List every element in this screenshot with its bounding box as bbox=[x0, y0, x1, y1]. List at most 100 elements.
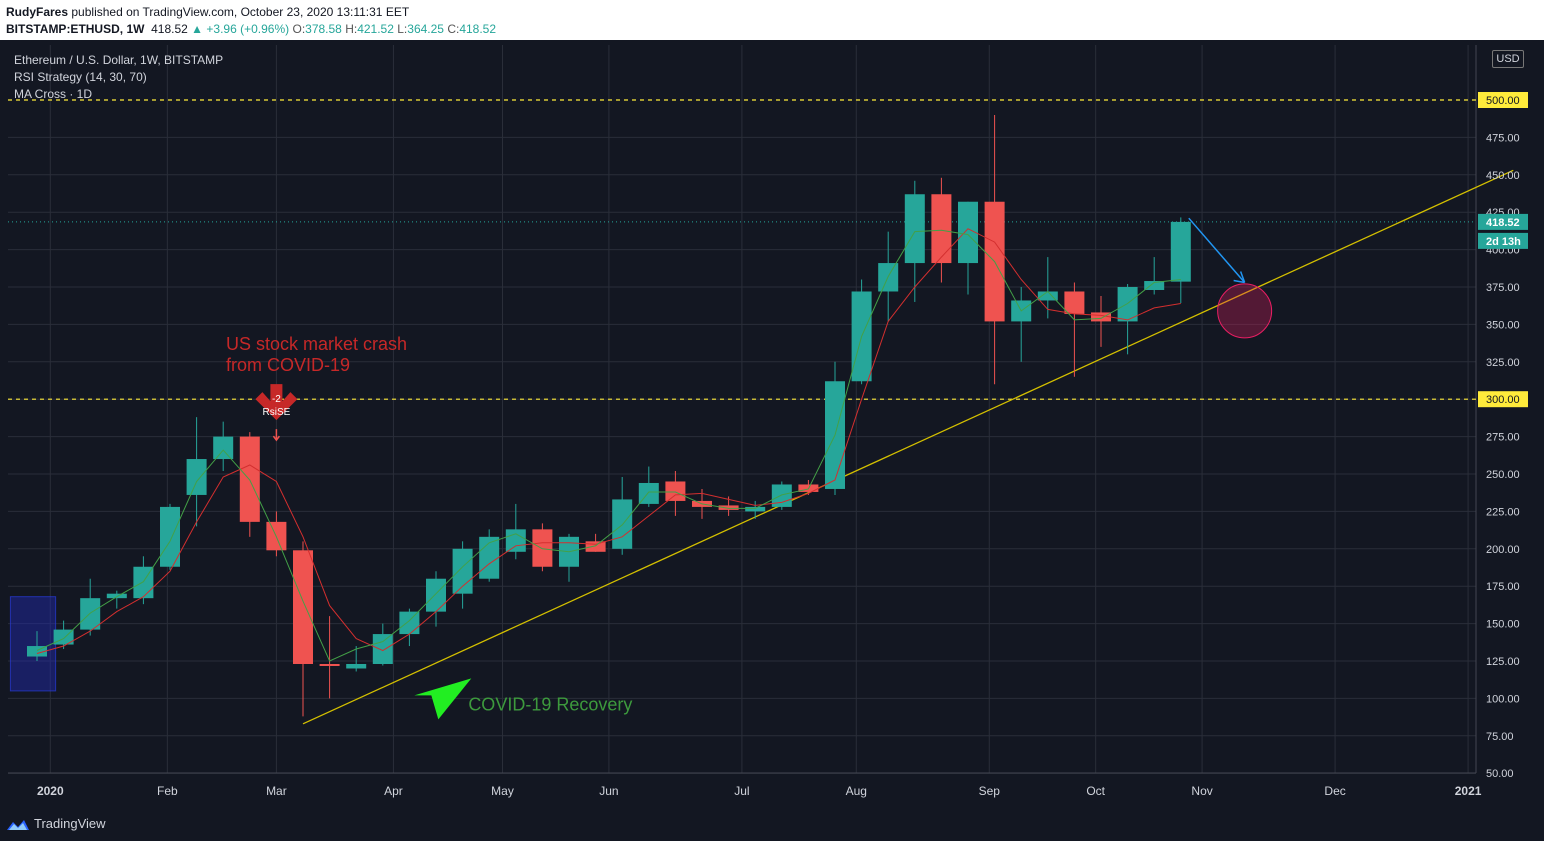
signal-value: -2 bbox=[272, 394, 281, 405]
time-tick-label: Jun bbox=[599, 784, 618, 798]
price-tick-label: 75.00 bbox=[1486, 731, 1514, 743]
time-tick-label: Aug bbox=[846, 784, 867, 798]
candle-body bbox=[585, 541, 606, 552]
price-tick-label: 225.00 bbox=[1486, 506, 1520, 518]
candle-body bbox=[1144, 281, 1165, 290]
time-tick-label: May bbox=[491, 784, 514, 798]
open-label: O: bbox=[292, 22, 306, 36]
open-value: 378.58 bbox=[305, 22, 342, 36]
rsi-strategy-legend[interactable]: RSI Strategy (14, 30, 70) bbox=[14, 70, 147, 84]
tradingview-logo-icon bbox=[7, 820, 29, 830]
candle-body bbox=[505, 529, 526, 552]
price-tick-label: 325.00 bbox=[1486, 357, 1520, 369]
candle-body bbox=[452, 548, 473, 594]
candle-body bbox=[665, 481, 686, 501]
low-value: 364.25 bbox=[407, 22, 444, 36]
time-tick-label: Jul bbox=[734, 784, 749, 798]
ma-fast-line bbox=[36, 229, 1181, 662]
time-tick-label: 2020 bbox=[37, 784, 64, 798]
price-change: +3.96 (+0.96%) bbox=[206, 22, 290, 36]
price-chart[interactable]: COVID-19 Recovery US stock market crashfr… bbox=[0, 40, 1544, 805]
publish-header: RudyFares published on TradingView.com, … bbox=[0, 0, 1544, 40]
price-tick-label: 450.00 bbox=[1486, 170, 1520, 182]
candle-body bbox=[958, 201, 978, 264]
candle-body bbox=[426, 578, 446, 612]
candle-body bbox=[1064, 291, 1085, 314]
crash-annotation-line1: US stock market crash bbox=[226, 334, 407, 354]
candle-body bbox=[213, 436, 234, 460]
recovery-annotation: COVID-19 Recovery bbox=[468, 694, 632, 714]
ma-slow-line bbox=[36, 228, 1181, 654]
candle-body bbox=[346, 663, 367, 669]
candle-body bbox=[931, 194, 952, 264]
candle-body bbox=[80, 598, 101, 630]
countdown-badge-label: 2d 13h bbox=[1486, 236, 1521, 248]
candle-body bbox=[745, 506, 766, 512]
time-tick-label: Feb bbox=[157, 784, 178, 798]
close-label: C: bbox=[447, 22, 460, 36]
ma-cross-legend[interactable]: MA Cross · 1D bbox=[14, 87, 93, 101]
candle-body bbox=[27, 646, 47, 657]
tradingview-brand[interactable]: TradingView bbox=[34, 816, 106, 831]
price-tick-label: 50.00 bbox=[1486, 768, 1514, 780]
time-tick-label: Nov bbox=[1191, 784, 1212, 798]
candle-body bbox=[239, 436, 260, 522]
candle-body bbox=[160, 506, 180, 567]
sell-signal-arrow-icon bbox=[255, 384, 298, 421]
candle-body bbox=[372, 634, 393, 664]
footer: TradingView bbox=[0, 805, 1544, 841]
candle-body bbox=[1170, 221, 1191, 282]
high-label: H: bbox=[345, 22, 358, 36]
last-price-badge-label: 418.52 bbox=[1486, 217, 1520, 229]
time-tick-label: Mar bbox=[266, 784, 287, 798]
time-tick-label: 2021 bbox=[1455, 784, 1482, 798]
projection-arrow-line bbox=[1188, 217, 1246, 284]
publish-info: RudyFares published on TradingView.com, … bbox=[6, 5, 409, 19]
candle-body bbox=[399, 611, 420, 635]
signal-label: RsiSE bbox=[263, 407, 291, 418]
currency-button[interactable]: USD bbox=[1492, 50, 1524, 68]
price-tick-label: 175.00 bbox=[1486, 581, 1520, 593]
publisher-name[interactable]: RudyFares bbox=[6, 5, 69, 19]
time-tick-label: Dec bbox=[1324, 784, 1345, 798]
projection-arrow-head bbox=[1233, 271, 1246, 284]
candle-body bbox=[106, 593, 127, 599]
support-trendline bbox=[302, 169, 1514, 725]
candle-body bbox=[718, 505, 739, 510]
time-tick-label: Oct bbox=[1086, 784, 1105, 798]
candle-body bbox=[771, 484, 792, 507]
candle-body bbox=[1037, 291, 1058, 301]
recovery-arrow-icon bbox=[414, 678, 472, 720]
ohlc-summary: BITSTAMP:ETHUSD, 1W 418.52 ▲ +3.96 (+0.9… bbox=[6, 22, 496, 36]
price-tick-label: 250.00 bbox=[1486, 469, 1520, 481]
price-tick-label: 275.00 bbox=[1486, 432, 1520, 444]
candle-body bbox=[532, 529, 553, 567]
price-tick-label: 100.00 bbox=[1486, 693, 1520, 705]
chart-title: Ethereum / U.S. Dollar, 1W, BITSTAMP bbox=[14, 53, 224, 67]
price-tick-label: 475.00 bbox=[1486, 132, 1520, 144]
level-badge-label: 500.00 bbox=[1486, 95, 1520, 107]
candle-body bbox=[293, 550, 313, 664]
up-arrow-icon: ▲ bbox=[191, 22, 204, 36]
countdown-badge bbox=[1478, 232, 1528, 249]
candle-body bbox=[1117, 287, 1138, 322]
last-price: 418.52 bbox=[151, 22, 188, 36]
publish-text: published on TradingView.com, October 23… bbox=[71, 5, 410, 19]
time-tick-label: Apr bbox=[384, 784, 403, 798]
crash-annotation-line2: from COVID-19 bbox=[226, 355, 350, 375]
close-value: 418.52 bbox=[459, 22, 497, 36]
price-tick-label: 125.00 bbox=[1486, 656, 1520, 668]
price-tick-label: 200.00 bbox=[1486, 544, 1520, 556]
candle-body bbox=[1091, 312, 1111, 322]
level-badge bbox=[1478, 92, 1528, 108]
price-tick-label: 350.00 bbox=[1486, 319, 1520, 331]
target-circle bbox=[1217, 283, 1273, 339]
level-badge-label: 300.00 bbox=[1486, 394, 1520, 406]
price-tick-label: 375.00 bbox=[1486, 282, 1520, 294]
high-value: 421.52 bbox=[357, 22, 394, 36]
level-badge bbox=[1478, 391, 1528, 408]
time-tick-label: Sep bbox=[979, 784, 1001, 798]
price-tick-label: 150.00 bbox=[1486, 619, 1520, 631]
signal-tick-head bbox=[272, 435, 280, 442]
symbol-label: BITSTAMP:ETHUSD, 1W bbox=[6, 22, 145, 36]
